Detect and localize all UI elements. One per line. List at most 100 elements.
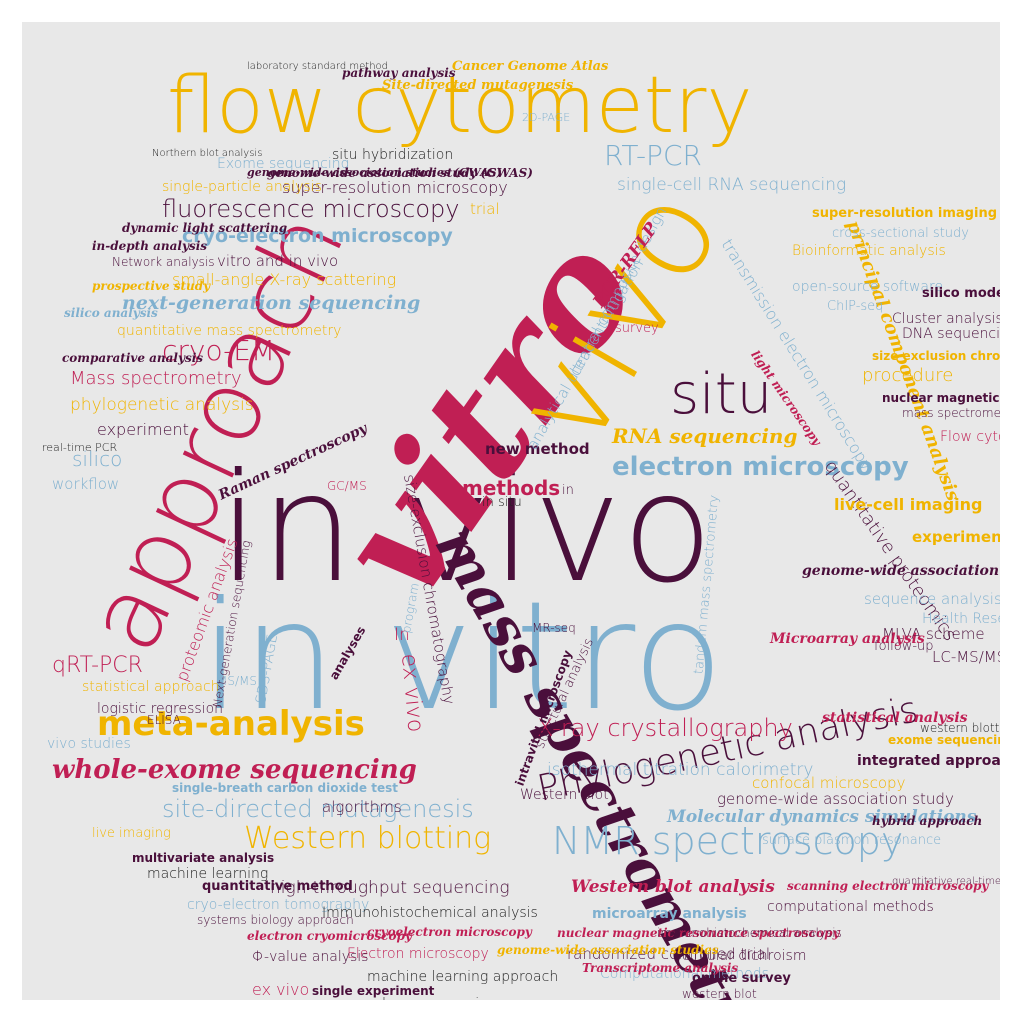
cloud-word: Health Research — [922, 611, 1000, 627]
cloud-word: single-cell RNA sequencing — [617, 175, 847, 195]
cloud-word: single-breath carbon dioxide test — [172, 781, 398, 795]
cloud-word: confocal microscopy — [752, 774, 906, 792]
cloud-word: flow cytometry — [167, 61, 753, 151]
cloud-word: cross-sectional study — [832, 226, 969, 241]
cloud-word: genome-wide association study (GWAS) — [267, 166, 533, 180]
cloud-word: genome-wide association studies (GWAS) — [247, 166, 502, 179]
cloud-word: machine learning — [147, 866, 269, 882]
cloud-word: ChIP-seq — [827, 299, 884, 314]
cloud-word: small-angle X-ray scattering — [172, 270, 397, 289]
cloud-word: high-throughput sequencing — [270, 878, 510, 898]
cloud-word: RNA sequencing — [612, 424, 798, 448]
cloud-word: Network analysis — [112, 255, 215, 269]
cloud-word: scanning electron microscopy — [787, 879, 989, 893]
cloud-word: genome-wide association study — [717, 790, 954, 808]
cloud-word: laboratory standard method — [247, 61, 389, 72]
cloud-word: algorithms — [322, 798, 402, 816]
cloud-word: next-generation sequencing — [122, 292, 421, 314]
cloud-word: online survey — [692, 971, 791, 986]
cloud-word: procedure — [862, 365, 954, 386]
cloud-word: MLVA scheme — [882, 625, 985, 643]
cloud-word: MR-seq — [532, 621, 576, 635]
cloud-word: electron microscopy — [612, 452, 909, 482]
word-cloud: in vivo in vitro vitro vivo approach flow cyt… — [22, 22, 1000, 1000]
cloud-word: Western blot analysis — [571, 877, 775, 897]
cloud-word: live imaging — [92, 826, 171, 841]
cloud-word: randomized controlled trial — [567, 945, 770, 963]
cloud-word: 2D-PAGE — [522, 111, 571, 124]
cloud-word: LC-MS/MS — [932, 648, 1000, 666]
cloud-word: single experiment — [312, 984, 435, 998]
cloud-word: silico modeling — [922, 286, 1000, 301]
cloud-word: single-particle analysis — [162, 179, 322, 195]
cloud-word: systems biology approach — [197, 913, 354, 927]
cloud-word: workflow — [52, 475, 120, 493]
cloud-word: prospective study — [92, 279, 211, 293]
cloud-word: western blotting — [920, 721, 1000, 735]
cloud-word: statistical analysis — [822, 710, 968, 726]
cloud-word: cryo-electron tomography — [187, 897, 370, 913]
cloud-word: pathway analysis — [342, 66, 456, 80]
cloud-word: Flow cytometry — [940, 429, 1000, 445]
cloud-word: silico analysis — [64, 306, 158, 320]
cloud-word: Cluster analysis — [892, 311, 1000, 327]
cloud-word: open-source software — [792, 279, 944, 295]
cloud-word: size exclusion chromatography — [872, 349, 1000, 363]
cloud-word: silico — [72, 447, 123, 471]
cloud-word: Western blotting — [244, 821, 492, 856]
cloud-word: machine learning approach — [367, 969, 559, 985]
cloud-word: genome-wide association studies — [497, 943, 719, 957]
cloud-word: DNA sequencing — [902, 326, 1000, 342]
cloud-word: cryo-EM — [162, 334, 276, 367]
cloud-word: methods — [462, 476, 561, 500]
cloud-word: Molecular dynamics simulations — [667, 807, 977, 827]
cloud-word: Computational methods — [600, 966, 769, 982]
cloud-word: real-time PCR — [42, 441, 118, 454]
cloud-word: quantitative method — [202, 879, 353, 894]
cloud-word: Western blot — [520, 787, 609, 803]
cloud-word: western blot — [682, 987, 757, 1000]
cloud-word: exome sequencing — [888, 733, 1000, 747]
cloud-word: electron cryomicroscopy — [247, 929, 412, 943]
cloud-word: Bioinformatic analysis — [792, 243, 946, 259]
cloud-word: Northern blot analysis — [152, 148, 263, 159]
cloud-word: nuclear magnetic resonance — [882, 391, 1000, 405]
cloud-word: in-depth analysis — [92, 239, 208, 253]
cloud-word: Exome sequencing — [217, 156, 349, 172]
cloud-word: experiment — [97, 420, 189, 439]
cloud-word: quantitative real-time PCR — [892, 876, 1000, 887]
cloud-word: follow-up — [874, 639, 934, 654]
cloud-word: meta-analysis — [97, 704, 365, 744]
cloud-word: qRT-PCR — [52, 653, 143, 678]
cloud-word: isothermal titration calorimetry — [547, 760, 814, 780]
cloud-word: GC/MS — [327, 479, 367, 493]
cloud-word: deep sequencing — [377, 997, 496, 1000]
cloud-word: Mass spectrometry — [70, 368, 242, 389]
cloud-word: cryo-electron microscopy — [182, 225, 453, 247]
cloud-word: trial — [470, 200, 500, 218]
cloud-word: vivo studies — [47, 736, 131, 752]
cloud-word: circular dichroism — [682, 948, 807, 964]
cloud-word: Φ-value analysis — [252, 949, 369, 965]
cloud-word: NMR spectroscopy — [552, 819, 904, 863]
cloud-word: in situ — [482, 495, 522, 510]
cloud-word: nuclear magnetic resonance spectroscopy — [557, 926, 840, 940]
cloud-word: dynamic light scattering — [122, 221, 288, 235]
cloud-word: genome-wide association study (GWAS) — [802, 563, 1000, 579]
cloud-word: Electron microscopy — [347, 946, 489, 962]
cloud-word: super-resolution imaging — [812, 206, 998, 221]
cloud-word: ex vivo — [396, 652, 428, 734]
cloud-word: super-resolution microscopy — [282, 178, 508, 197]
cloud-word: hybrid approach — [872, 814, 983, 828]
cloud-word: site-directed mutagenesis — [162, 795, 474, 823]
cloud-word: microarray analysis — [592, 906, 747, 922]
cloud-word: quantitative mass spectrometry — [117, 323, 342, 339]
cloud-word: new method — [485, 440, 590, 458]
cloud-word: In — [394, 625, 410, 645]
cloud-word: in vitro — [200, 570, 724, 744]
cloud-word: fluorescence microscopy — [162, 195, 460, 223]
cloud-word: computational methods — [767, 899, 934, 915]
cloud-word: X-ray crystallography — [537, 714, 793, 742]
cloud-word: whole-exome sequencing — [52, 755, 417, 785]
